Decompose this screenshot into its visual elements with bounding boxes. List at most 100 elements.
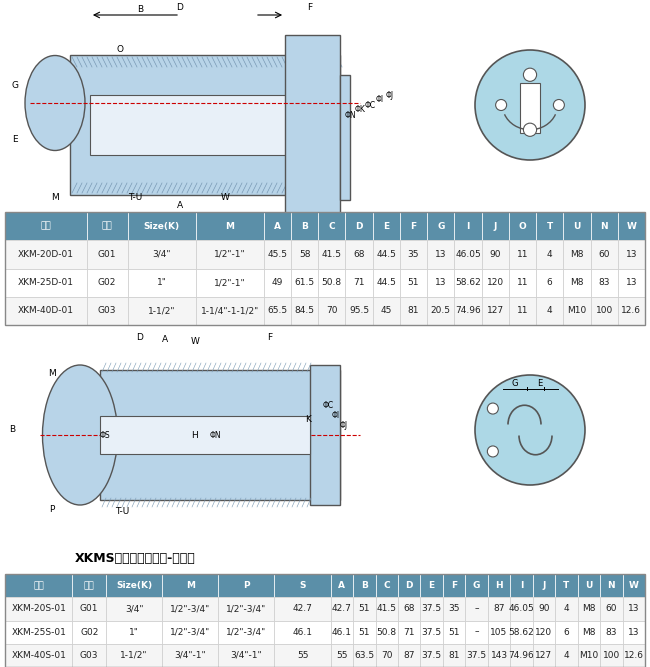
Text: 51: 51	[408, 278, 419, 287]
Text: B: B	[9, 426, 15, 434]
Text: 83: 83	[599, 278, 610, 287]
Text: I: I	[520, 581, 523, 590]
Text: W: W	[220, 193, 229, 203]
Text: 3/4"-1": 3/4"-1"	[174, 651, 206, 660]
Text: J: J	[493, 221, 497, 231]
Text: 4: 4	[564, 604, 569, 614]
Text: 46.1: 46.1	[332, 628, 352, 636]
Text: ΦS: ΦS	[99, 430, 111, 440]
Bar	[591, 297, 618, 325]
Text: J: J	[542, 581, 545, 590]
Bar	[400, 269, 427, 297]
Text: XKM-40S-01: XKM-40S-01	[11, 651, 66, 660]
Bar	[376, 597, 398, 620]
Text: A: A	[177, 201, 183, 209]
Text: 6: 6	[547, 278, 552, 287]
Bar	[578, 620, 600, 644]
Text: 71: 71	[354, 278, 365, 287]
Text: 127: 127	[487, 306, 504, 315]
Text: 50.8: 50.8	[377, 628, 396, 636]
Text: A: A	[339, 581, 345, 590]
Bar	[127, 240, 196, 269]
Text: 44.5: 44.5	[376, 250, 396, 259]
Text: G01: G01	[98, 250, 116, 259]
Text: 100: 100	[595, 306, 613, 315]
Bar	[106, 644, 162, 667]
Bar	[465, 644, 488, 667]
Text: 105: 105	[490, 628, 508, 636]
Text: 51: 51	[359, 604, 370, 614]
Text: 49: 49	[272, 278, 283, 287]
Text: 13: 13	[435, 278, 447, 287]
Text: E: E	[12, 135, 18, 145]
Bar	[400, 240, 427, 269]
Bar	[520, 83, 540, 133]
Text: G01: G01	[80, 604, 98, 614]
Bar	[162, 644, 218, 667]
Text: M: M	[51, 193, 59, 203]
Bar	[353, 644, 376, 667]
Text: 1/2"-1": 1/2"-1"	[214, 278, 246, 287]
Text: 71: 71	[404, 628, 415, 636]
Bar	[90, 95, 320, 155]
Text: 13: 13	[435, 250, 447, 259]
Bar	[465, 574, 488, 597]
Bar	[578, 644, 600, 667]
Bar	[465, 620, 488, 644]
Circle shape	[523, 123, 537, 136]
Text: 44.5: 44.5	[376, 278, 396, 287]
Text: M10: M10	[579, 651, 599, 660]
Text: D: D	[406, 581, 413, 590]
Bar	[376, 620, 398, 644]
Text: 1/2"-3/4": 1/2"-3/4"	[226, 604, 266, 614]
Text: M: M	[48, 368, 56, 378]
Bar	[398, 620, 421, 644]
Text: 95.5: 95.5	[349, 306, 369, 315]
Bar	[106, 620, 162, 644]
Bar	[5, 269, 86, 297]
Text: 4: 4	[547, 306, 552, 315]
Text: 1/2"-1": 1/2"-1"	[214, 250, 246, 259]
Text: 84.5: 84.5	[294, 306, 315, 315]
Text: 1": 1"	[129, 628, 139, 636]
Text: 13: 13	[628, 604, 640, 614]
Bar	[127, 297, 196, 325]
Bar	[106, 574, 162, 597]
Text: D: D	[136, 334, 144, 342]
Text: 74.96: 74.96	[508, 651, 534, 660]
Text: 61.5: 61.5	[294, 278, 315, 287]
Bar	[218, 620, 274, 644]
Bar	[427, 269, 454, 297]
Bar	[536, 297, 564, 325]
Bar	[536, 240, 564, 269]
Bar	[5, 597, 72, 620]
Bar	[274, 620, 331, 644]
Text: A: A	[274, 221, 281, 231]
Text: M8: M8	[570, 250, 584, 259]
Ellipse shape	[42, 365, 118, 505]
Bar	[482, 297, 509, 325]
Text: XKMS双向、内管固定-埋入式: XKMS双向、内管固定-埋入式	[75, 552, 196, 564]
Text: 87: 87	[404, 651, 415, 660]
Text: 74.96: 74.96	[455, 306, 481, 315]
Text: D: D	[177, 3, 183, 13]
Bar	[127, 212, 196, 240]
Text: 90: 90	[538, 604, 550, 614]
Bar	[5, 620, 72, 644]
Text: C: C	[328, 221, 335, 231]
Text: G03: G03	[80, 651, 98, 660]
Text: M8: M8	[582, 604, 595, 614]
Bar	[100, 416, 310, 454]
Text: ΦC: ΦC	[365, 101, 376, 109]
Text: 1": 1"	[157, 278, 166, 287]
Text: T-U: T-U	[115, 508, 129, 516]
Text: C: C	[384, 581, 390, 590]
Bar	[318, 269, 345, 297]
Text: B: B	[301, 221, 308, 231]
Text: G: G	[12, 81, 18, 89]
Bar	[443, 597, 465, 620]
Bar	[421, 597, 443, 620]
Text: E: E	[538, 379, 543, 388]
Bar	[421, 644, 443, 667]
Bar	[443, 620, 465, 644]
